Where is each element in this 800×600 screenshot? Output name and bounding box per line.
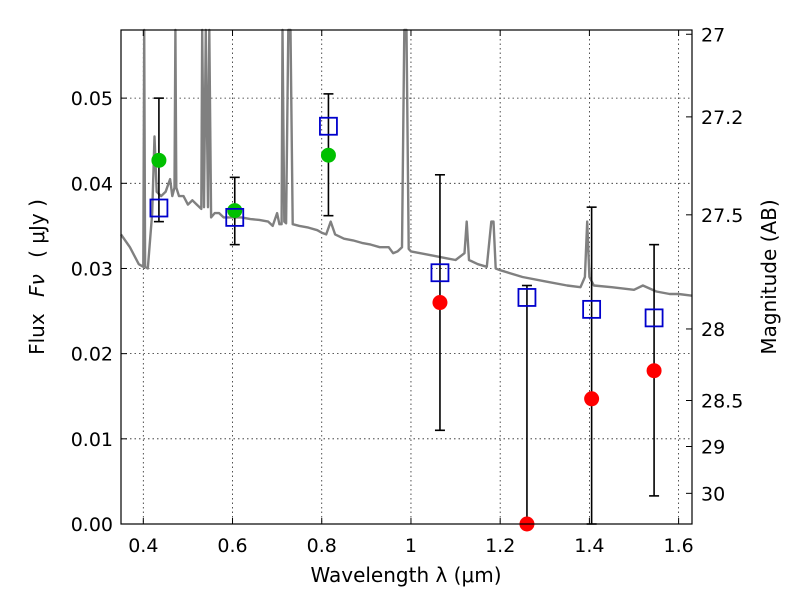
- observed-flux-point: [320, 147, 336, 163]
- x-tick-label: 1.2: [485, 535, 515, 557]
- x-ticks: 0.4 0.6 0.8 1 1.2 1.4 1.6: [128, 30, 694, 557]
- x-tick-label: 1: [405, 535, 417, 557]
- plot-frame: [120, 29, 693, 525]
- right-tick-label: 28: [701, 319, 725, 341]
- model-photometry-square: [319, 116, 338, 136]
- right-tick-label: 27.5: [701, 205, 743, 227]
- model-photometry-layer: [149, 116, 664, 328]
- y-axis-label-symbol: Fν: [25, 274, 49, 297]
- model-photometry-square: [644, 308, 664, 328]
- x-tick-label: 1.6: [664, 535, 694, 557]
- model-photometry-square: [430, 263, 450, 283]
- y-tick-label: 0.03: [71, 258, 113, 280]
- svg-text:Flux Fν ( μJy ): Flux Fν ( μJy ): [25, 199, 49, 355]
- right-tick-label: 27.2: [701, 107, 743, 129]
- gridlines: [121, 30, 692, 524]
- x-tick-label: 0.6: [217, 535, 247, 557]
- observed-flux-point: [646, 363, 662, 379]
- x-axis-label: Wavelength λ (μm): [310, 563, 501, 587]
- x-tick-label: 1.4: [574, 535, 604, 557]
- right-tick-label: 29: [701, 436, 725, 458]
- right-tick-label: 28.5: [701, 391, 743, 413]
- observed-flux-point: [432, 295, 448, 311]
- y-axis-label-unit: ( μJy ): [25, 199, 49, 258]
- right-tick-label: 27: [701, 24, 725, 46]
- y-tick-label: 0.02: [71, 344, 113, 366]
- y-axis-label-text: Flux: [25, 313, 49, 355]
- x-tick-label: 0.4: [128, 535, 158, 557]
- observed-flux-point: [151, 152, 167, 168]
- y-ticks: 0.00 0.01 0.02 0.03 0.04 0.05: [71, 88, 127, 536]
- model-spectrum-layer: [120, 28, 693, 297]
- observed-flux-point: [227, 203, 243, 219]
- model-photometry-square: [582, 299, 602, 319]
- y-tick-label: 0.04: [71, 173, 113, 195]
- right-tick-label: 30: [701, 483, 725, 505]
- y-tick-label: 0.05: [71, 88, 113, 110]
- y-tick-label: 0.01: [71, 429, 113, 451]
- x-tick-label: 0.8: [307, 535, 337, 557]
- model-photometry-square: [149, 198, 169, 218]
- model-photometry-square: [517, 288, 537, 307]
- right-magnitude-ticks: 27 27.2 27.5 28 28.5 29 30: [686, 24, 743, 505]
- right-axis-label: Magnitude (AB): [757, 199, 781, 354]
- y-tick-label: 0.00: [71, 514, 113, 536]
- model-photometry-square: [225, 207, 245, 227]
- observed-points-layer: [151, 147, 662, 532]
- model-spectrum-line: [120, 28, 693, 297]
- observed-flux-point: [584, 391, 600, 407]
- y-axis-label: Flux Fν ( μJy ): [25, 199, 49, 355]
